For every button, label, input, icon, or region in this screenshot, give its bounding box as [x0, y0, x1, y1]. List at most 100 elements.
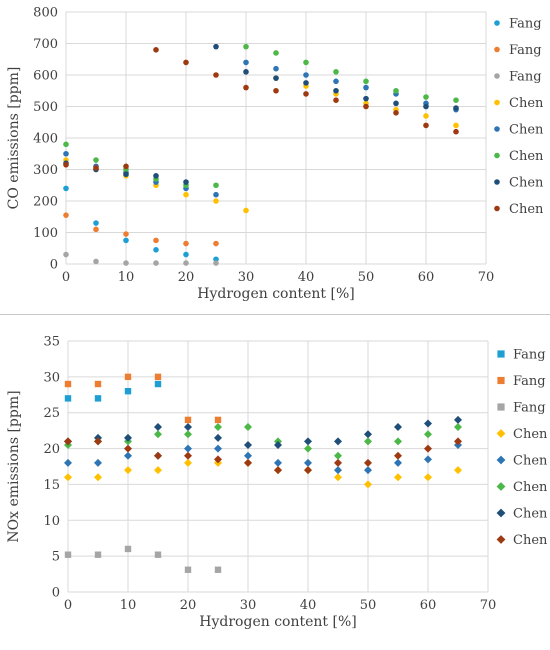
series-chen-5: [63, 59, 459, 198]
y-tick-label: 10: [43, 514, 60, 529]
data-point: [123, 163, 129, 170]
x-tick-label: 0: [62, 270, 70, 285]
data-point: [333, 69, 339, 75]
data-point: [423, 94, 429, 100]
data-point: [124, 451, 132, 460]
x-tick-label: 10: [120, 598, 137, 613]
data-point: [274, 440, 282, 449]
data-point: [183, 179, 189, 185]
co-emissions-chart: 0 100 200 300 400 500 600 700 800 0 10 20 30 40 50 60 70…: [0, 0, 550, 310]
data-point: [94, 473, 102, 482]
data-point: [394, 451, 402, 460]
y-tick-label: 700: [33, 37, 58, 52]
data-point: [213, 260, 219, 266]
data-point: [363, 95, 369, 102]
data-point: [453, 122, 459, 129]
y-tick-label: 5: [52, 550, 60, 565]
data-point: [63, 251, 69, 258]
data-point: [274, 466, 282, 475]
data-point: [364, 437, 372, 446]
series-chen-8: [64, 437, 462, 475]
legend-entry: Chen: [513, 480, 548, 495]
data-point: [93, 157, 99, 163]
data-point: [243, 84, 249, 91]
data-point: [454, 423, 462, 432]
data-point: [304, 458, 312, 467]
data-point: [123, 237, 129, 244]
y-tick-label: 600: [33, 69, 58, 84]
data-point: [93, 258, 99, 265]
data-point: [244, 440, 252, 449]
data-point: [453, 97, 459, 103]
data-point: [423, 113, 429, 119]
data-point: [424, 444, 432, 453]
data-point: [454, 415, 462, 424]
data-point: [214, 455, 222, 464]
data-point: [63, 212, 69, 218]
data-point: [184, 423, 192, 432]
data-point: [243, 207, 249, 214]
series-fang-3: [64, 545, 222, 573]
series-fang-1: [63, 185, 219, 263]
data-point: [303, 80, 309, 86]
data-point: [94, 380, 102, 388]
data-point: [424, 473, 432, 482]
legend-entry: Chen: [509, 123, 544, 138]
data-point: [424, 455, 432, 464]
data-point: [94, 458, 102, 467]
data-point: [123, 171, 129, 178]
y-tick-label: 35: [43, 335, 60, 350]
series-fang-3: [63, 251, 219, 266]
y-tick-label: 20: [43, 442, 60, 457]
data-point: [124, 433, 132, 442]
legend-marker: [494, 152, 500, 159]
data-point: [334, 437, 342, 446]
data-point: [184, 451, 192, 460]
series-fang-2: [63, 212, 219, 247]
legend-marker: [496, 535, 506, 544]
legend-entry: Fang: [509, 43, 542, 58]
nox-emissions-plot: 0 5 10 15 20 25 30 35 0 10 20 30 40 50 60 70 Hydrogen co…: [6, 335, 548, 631]
x-tick-label: 0: [64, 598, 72, 613]
data-point: [64, 380, 72, 388]
data-point: [154, 423, 162, 432]
y-tick-label: 100: [33, 226, 58, 241]
data-point: [64, 395, 72, 402]
data-point: [124, 466, 132, 475]
data-point: [154, 466, 162, 475]
data-point: [454, 466, 462, 475]
data-point: [333, 97, 339, 103]
data-point: [243, 69, 249, 75]
data-point: [423, 103, 429, 110]
y-tick-label: 0: [50, 258, 58, 273]
y-tick-label: 500: [33, 100, 58, 115]
data-point: [334, 466, 342, 475]
chart-divider: [0, 314, 550, 315]
legend-marker: [497, 376, 505, 385]
series-chen-6: [63, 43, 459, 189]
data-point: [244, 451, 252, 460]
data-point: [273, 65, 279, 72]
data-point: [154, 380, 162, 388]
data-point: [214, 566, 222, 573]
data-point: [183, 59, 189, 66]
data-point: [183, 251, 189, 258]
data-point: [184, 458, 192, 467]
data-point: [63, 185, 69, 192]
data-point: [213, 182, 219, 189]
legend-marker: [494, 73, 500, 79]
data-point: [153, 173, 159, 179]
data-point: [243, 43, 249, 50]
legend-entry: Chen: [509, 149, 544, 164]
data-point: [393, 110, 399, 116]
x-tick-label: 60: [418, 270, 435, 285]
data-point: [274, 458, 282, 467]
legend-entry: Chen: [509, 96, 544, 111]
legend-marker: [494, 46, 500, 53]
data-point: [453, 105, 459, 111]
legend-entry: Fang: [509, 17, 542, 32]
data-point: [214, 416, 222, 424]
data-point: [304, 444, 312, 453]
x-tick-label: 40: [298, 270, 315, 285]
data-point: [214, 423, 222, 432]
